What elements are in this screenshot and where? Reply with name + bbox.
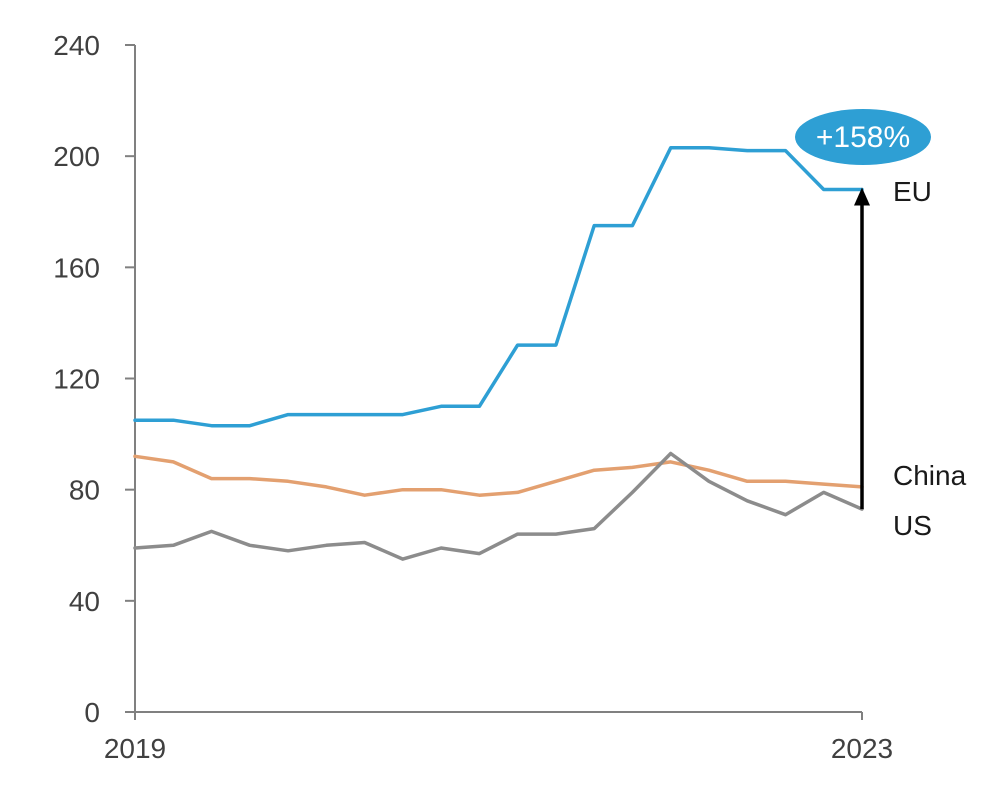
y-tick-label: 160 [53, 252, 100, 283]
series-labels: EU China US [893, 176, 967, 541]
y-tick-label: 120 [53, 364, 100, 395]
series-label-china: China [893, 460, 967, 491]
x-tick-label: 2019 [104, 733, 166, 764]
growth-badge-label: +158% [816, 121, 910, 154]
series-lines [133, 146, 864, 561]
series-line-eu [133, 146, 864, 428]
growth-badge [795, 109, 931, 165]
y-tick-label: 200 [53, 141, 100, 172]
series-label-us: US [893, 510, 932, 541]
x-tick-label: 2023 [831, 733, 893, 764]
y-tick-label: 80 [69, 475, 100, 506]
y-tick-label: 0 [84, 697, 100, 728]
series-line-china [133, 454, 864, 497]
growth-arrow-head [854, 187, 870, 206]
y-ticks: 0 40 80 120 160 200 240 [53, 30, 135, 728]
y-tick-label: 240 [53, 30, 100, 61]
x-ticks: 2019 2023 [104, 712, 893, 764]
series-line-us [133, 451, 864, 561]
series-label-eu: EU [893, 176, 932, 207]
growth-annotation: +158% [795, 109, 931, 510]
y-tick-label: 40 [69, 586, 100, 617]
